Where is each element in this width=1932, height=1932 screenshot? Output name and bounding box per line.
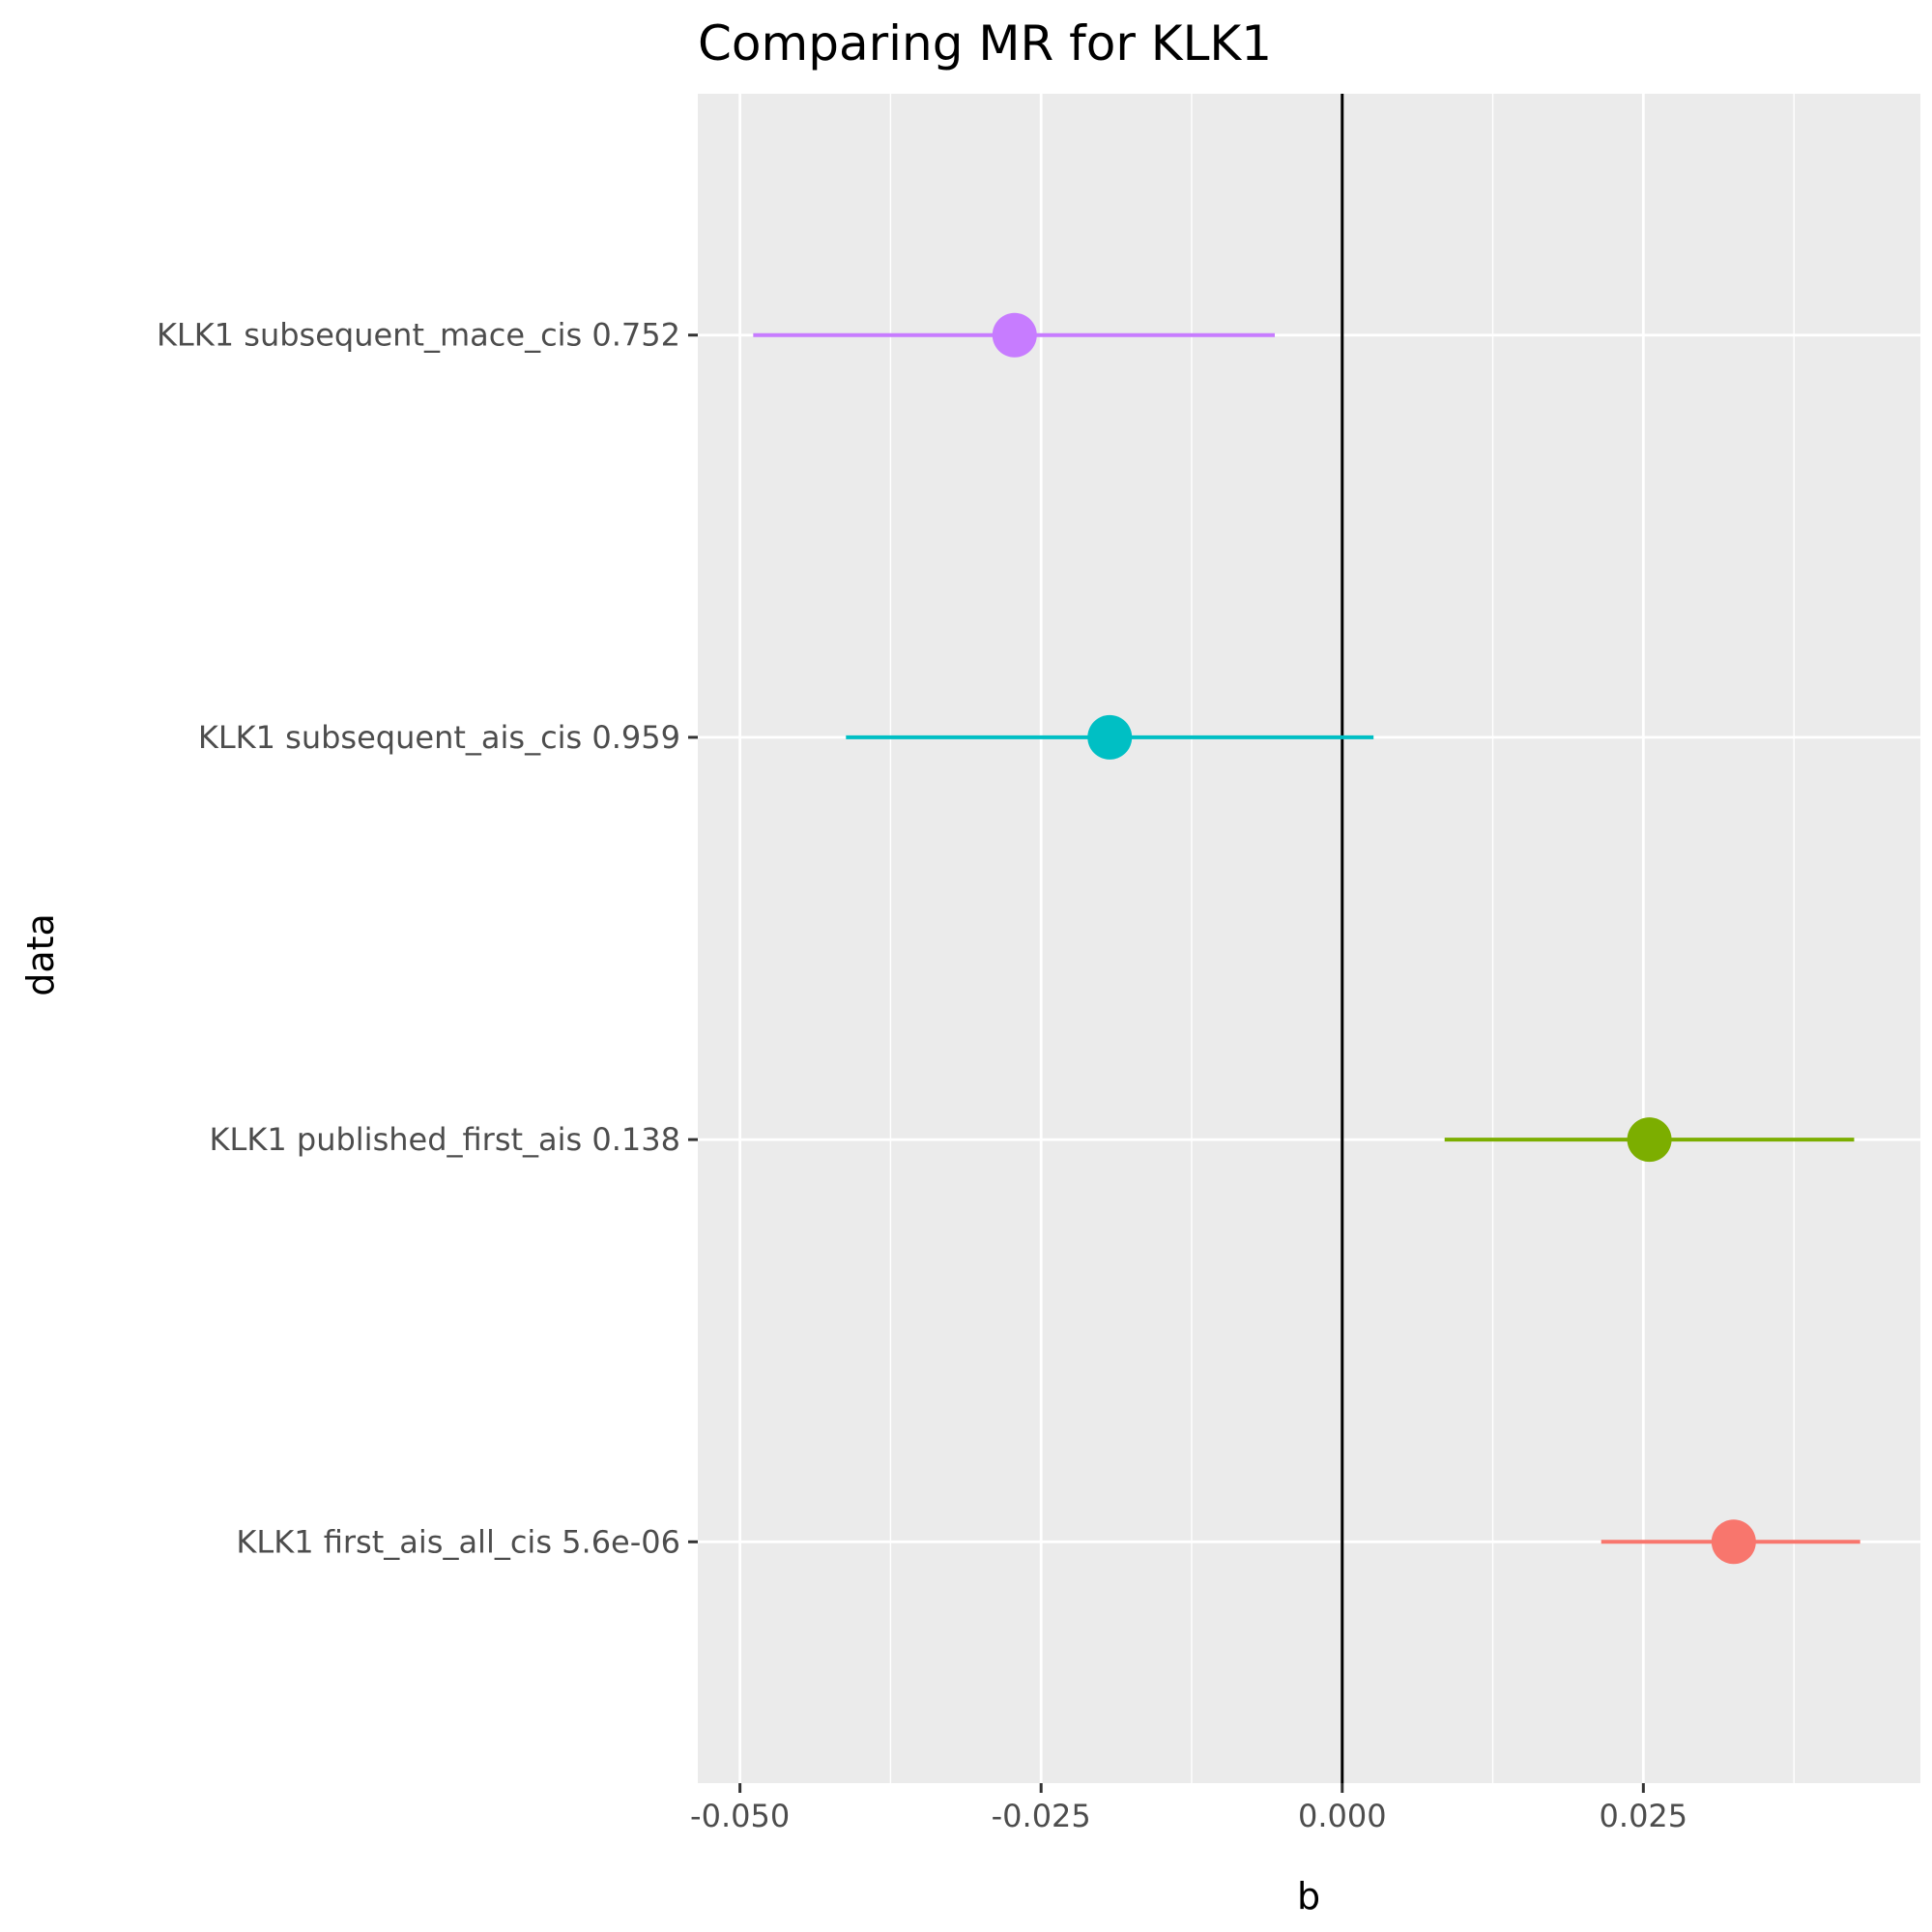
x-tick-label: 0.000 xyxy=(1298,1798,1387,1834)
plot-panel xyxy=(698,94,1920,1783)
y-tick-label: KLK1 first_ais_all_cis 5.6e-06 xyxy=(236,1523,680,1560)
x-tick-label: -0.050 xyxy=(690,1798,790,1834)
point-estimate xyxy=(1711,1519,1756,1565)
x-axis: -0.050 -0.025 0.000 0.025 xyxy=(690,1783,1687,1834)
y-tick-label: KLK1 subsequent_ais_cis 0.959 xyxy=(198,719,680,756)
x-tick-label: 0.025 xyxy=(1600,1798,1688,1834)
chart-title: Comparing MR for KLK1 xyxy=(698,15,1272,72)
y-axis-title: data xyxy=(19,913,62,996)
point-estimate xyxy=(1087,714,1133,760)
minor-gridlines xyxy=(889,94,1795,1783)
data-marks xyxy=(753,312,1860,1565)
x-axis-title: b xyxy=(1297,1875,1320,1918)
point-estimate xyxy=(1627,1117,1672,1163)
x-tick-label: -0.025 xyxy=(992,1798,1091,1834)
y-tick-label: KLK1 subsequent_mace_cis 0.752 xyxy=(157,317,680,354)
y-tick-label: KLK1 published_first_ais 0.138 xyxy=(210,1121,680,1158)
point-estimate xyxy=(992,312,1037,358)
y-axis: KLK1 first_ais_all_cis 5.6e-06 KLK1 publi… xyxy=(157,317,698,1560)
